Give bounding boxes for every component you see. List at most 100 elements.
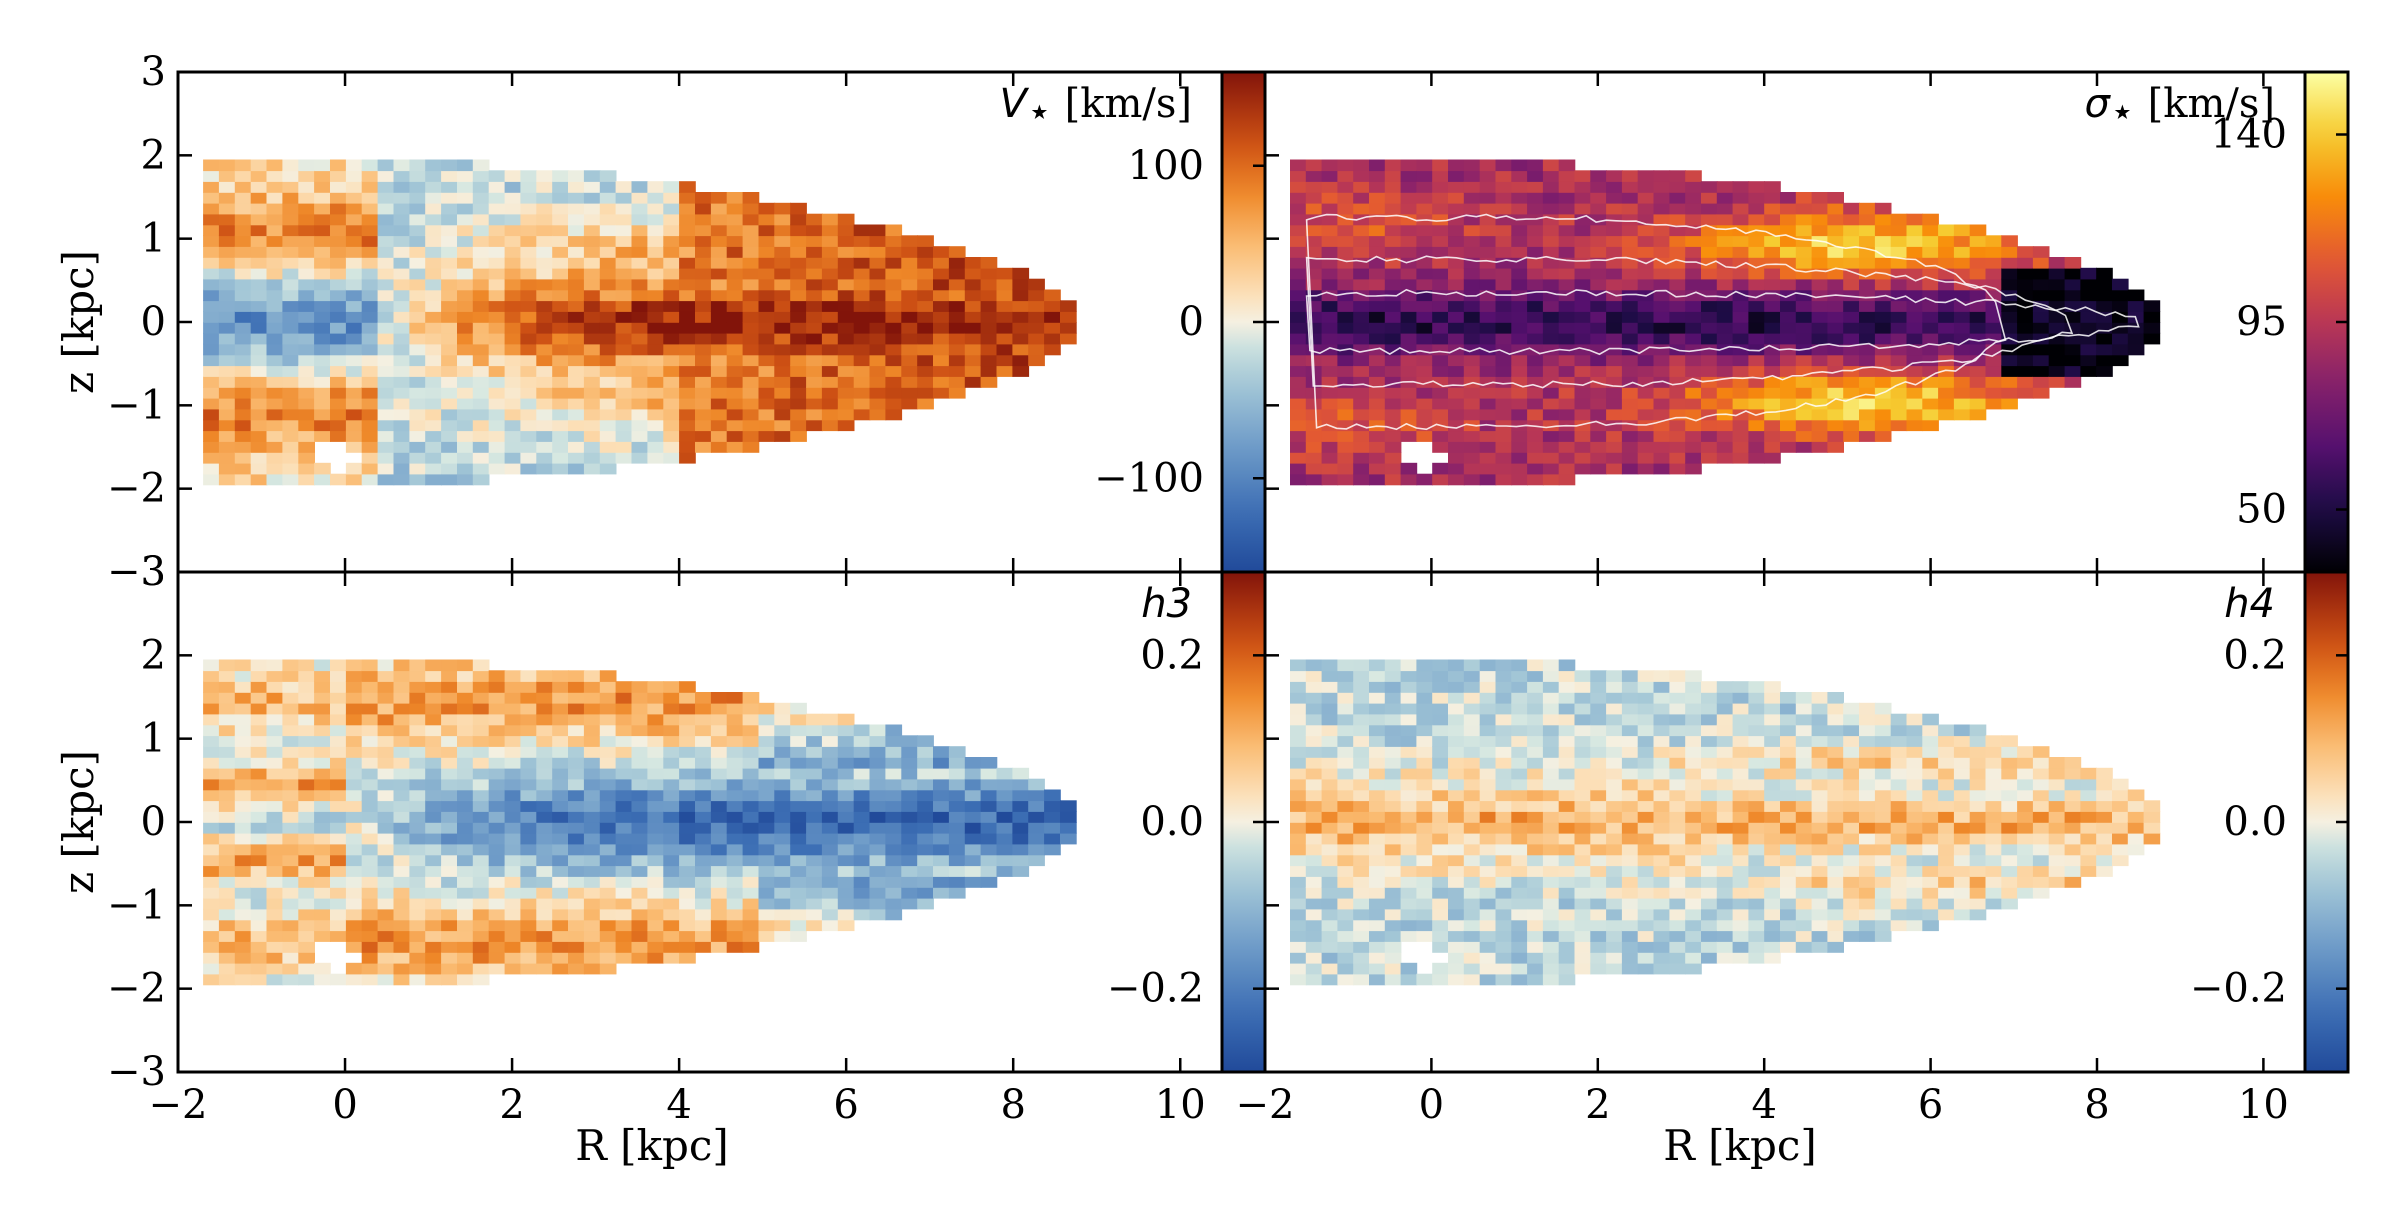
map-cell [821, 332, 839, 345]
map-cell [790, 343, 807, 356]
map-cell [568, 397, 585, 410]
map-cell [1590, 692, 1607, 704]
map-cell [218, 746, 236, 758]
map-cell [2032, 365, 2050, 377]
map-cell [1463, 854, 1481, 867]
map-cell [345, 908, 363, 921]
map-cell [1495, 300, 1513, 312]
map-cell [1542, 343, 1560, 356]
map-cell [218, 713, 236, 726]
map-cell [409, 713, 427, 726]
map-cell [2048, 343, 2066, 356]
map-cell [266, 441, 284, 453]
map-cell [203, 832, 220, 845]
map-cell [1621, 919, 1639, 932]
map-cell [647, 692, 665, 704]
map-cell [1416, 659, 1433, 672]
map-cell [583, 941, 601, 953]
map-cell [568, 865, 585, 877]
map-cell [679, 452, 696, 464]
map-cell [361, 811, 379, 823]
map-cell [330, 746, 347, 758]
map-cell [1479, 181, 1497, 193]
map-cell [1337, 213, 1354, 226]
map-cell [457, 822, 474, 834]
map-cell [425, 332, 442, 345]
map-cell [1511, 246, 1528, 258]
map-cell [1369, 692, 1386, 704]
map-cell [218, 789, 236, 802]
map-cell [1606, 311, 1623, 323]
map-cell [409, 941, 427, 953]
map-cell [647, 865, 665, 877]
map-cell [1811, 789, 1829, 802]
map-cell [1558, 181, 1576, 193]
map-cell [504, 343, 522, 356]
map-cell [631, 832, 649, 845]
map-cell [203, 376, 220, 388]
map-cell [1353, 908, 1370, 921]
map-cell [1527, 322, 1544, 334]
map-cell [869, 224, 887, 237]
map-cell [1590, 387, 1607, 399]
map-cell [1653, 941, 1671, 953]
map-cell [441, 670, 458, 682]
map-cell [1906, 257, 1924, 269]
map-cell [1780, 257, 1797, 269]
map-cell [1811, 767, 1829, 780]
map-cell [583, 800, 601, 812]
map-cell [504, 681, 522, 693]
map-cell [631, 332, 649, 345]
map-cell [1060, 311, 1077, 323]
map-cell [917, 832, 934, 845]
map-cell [472, 713, 490, 726]
map-cell [361, 311, 379, 323]
map-cell [1653, 746, 1671, 758]
map-cell [1369, 681, 1386, 693]
map-cell [234, 213, 252, 226]
map-cell [1369, 930, 1386, 942]
map-cell [1463, 952, 1481, 964]
map-cell [330, 430, 347, 442]
map-cell [948, 887, 966, 899]
map-cell [1874, 887, 1892, 899]
map-cell [472, 235, 490, 247]
map-cell [1732, 681, 1750, 693]
map-cell [1511, 452, 1528, 464]
map-cell [441, 789, 458, 802]
map-cell [1558, 789, 1576, 802]
map-cell [710, 930, 728, 942]
map-cell [1384, 702, 1402, 715]
map-cell [1527, 800, 1544, 812]
map-cell [1637, 235, 1655, 247]
map-cell [1716, 941, 1734, 953]
map-cell [425, 973, 442, 986]
map-cell [234, 257, 252, 269]
map-cell [1511, 757, 1528, 769]
map-cell [1780, 822, 1797, 834]
map-cell [1732, 811, 1750, 823]
map-cell [1811, 300, 1829, 312]
map-cell [837, 789, 855, 802]
map-cell [980, 876, 998, 888]
map-cell [520, 962, 538, 975]
map-cell [1337, 452, 1354, 464]
map-cell [1811, 876, 1829, 888]
map-cell [1811, 376, 1829, 388]
map-cell [345, 332, 363, 345]
map-cell [377, 811, 395, 823]
map-cell [1416, 692, 1433, 704]
map-cell [1637, 322, 1655, 334]
map-cell [1669, 930, 1686, 942]
map-cell [504, 822, 522, 834]
map-cell [1890, 897, 1908, 910]
map-cell [1495, 365, 1513, 377]
map-cell [203, 224, 220, 237]
map-cell [330, 202, 347, 215]
map-cell [1337, 441, 1354, 453]
map-cell [1906, 397, 1924, 410]
map-cell [1685, 941, 1702, 953]
map-cell [1384, 419, 1402, 432]
map-cell [1938, 278, 1955, 291]
map-cell [1448, 300, 1465, 312]
